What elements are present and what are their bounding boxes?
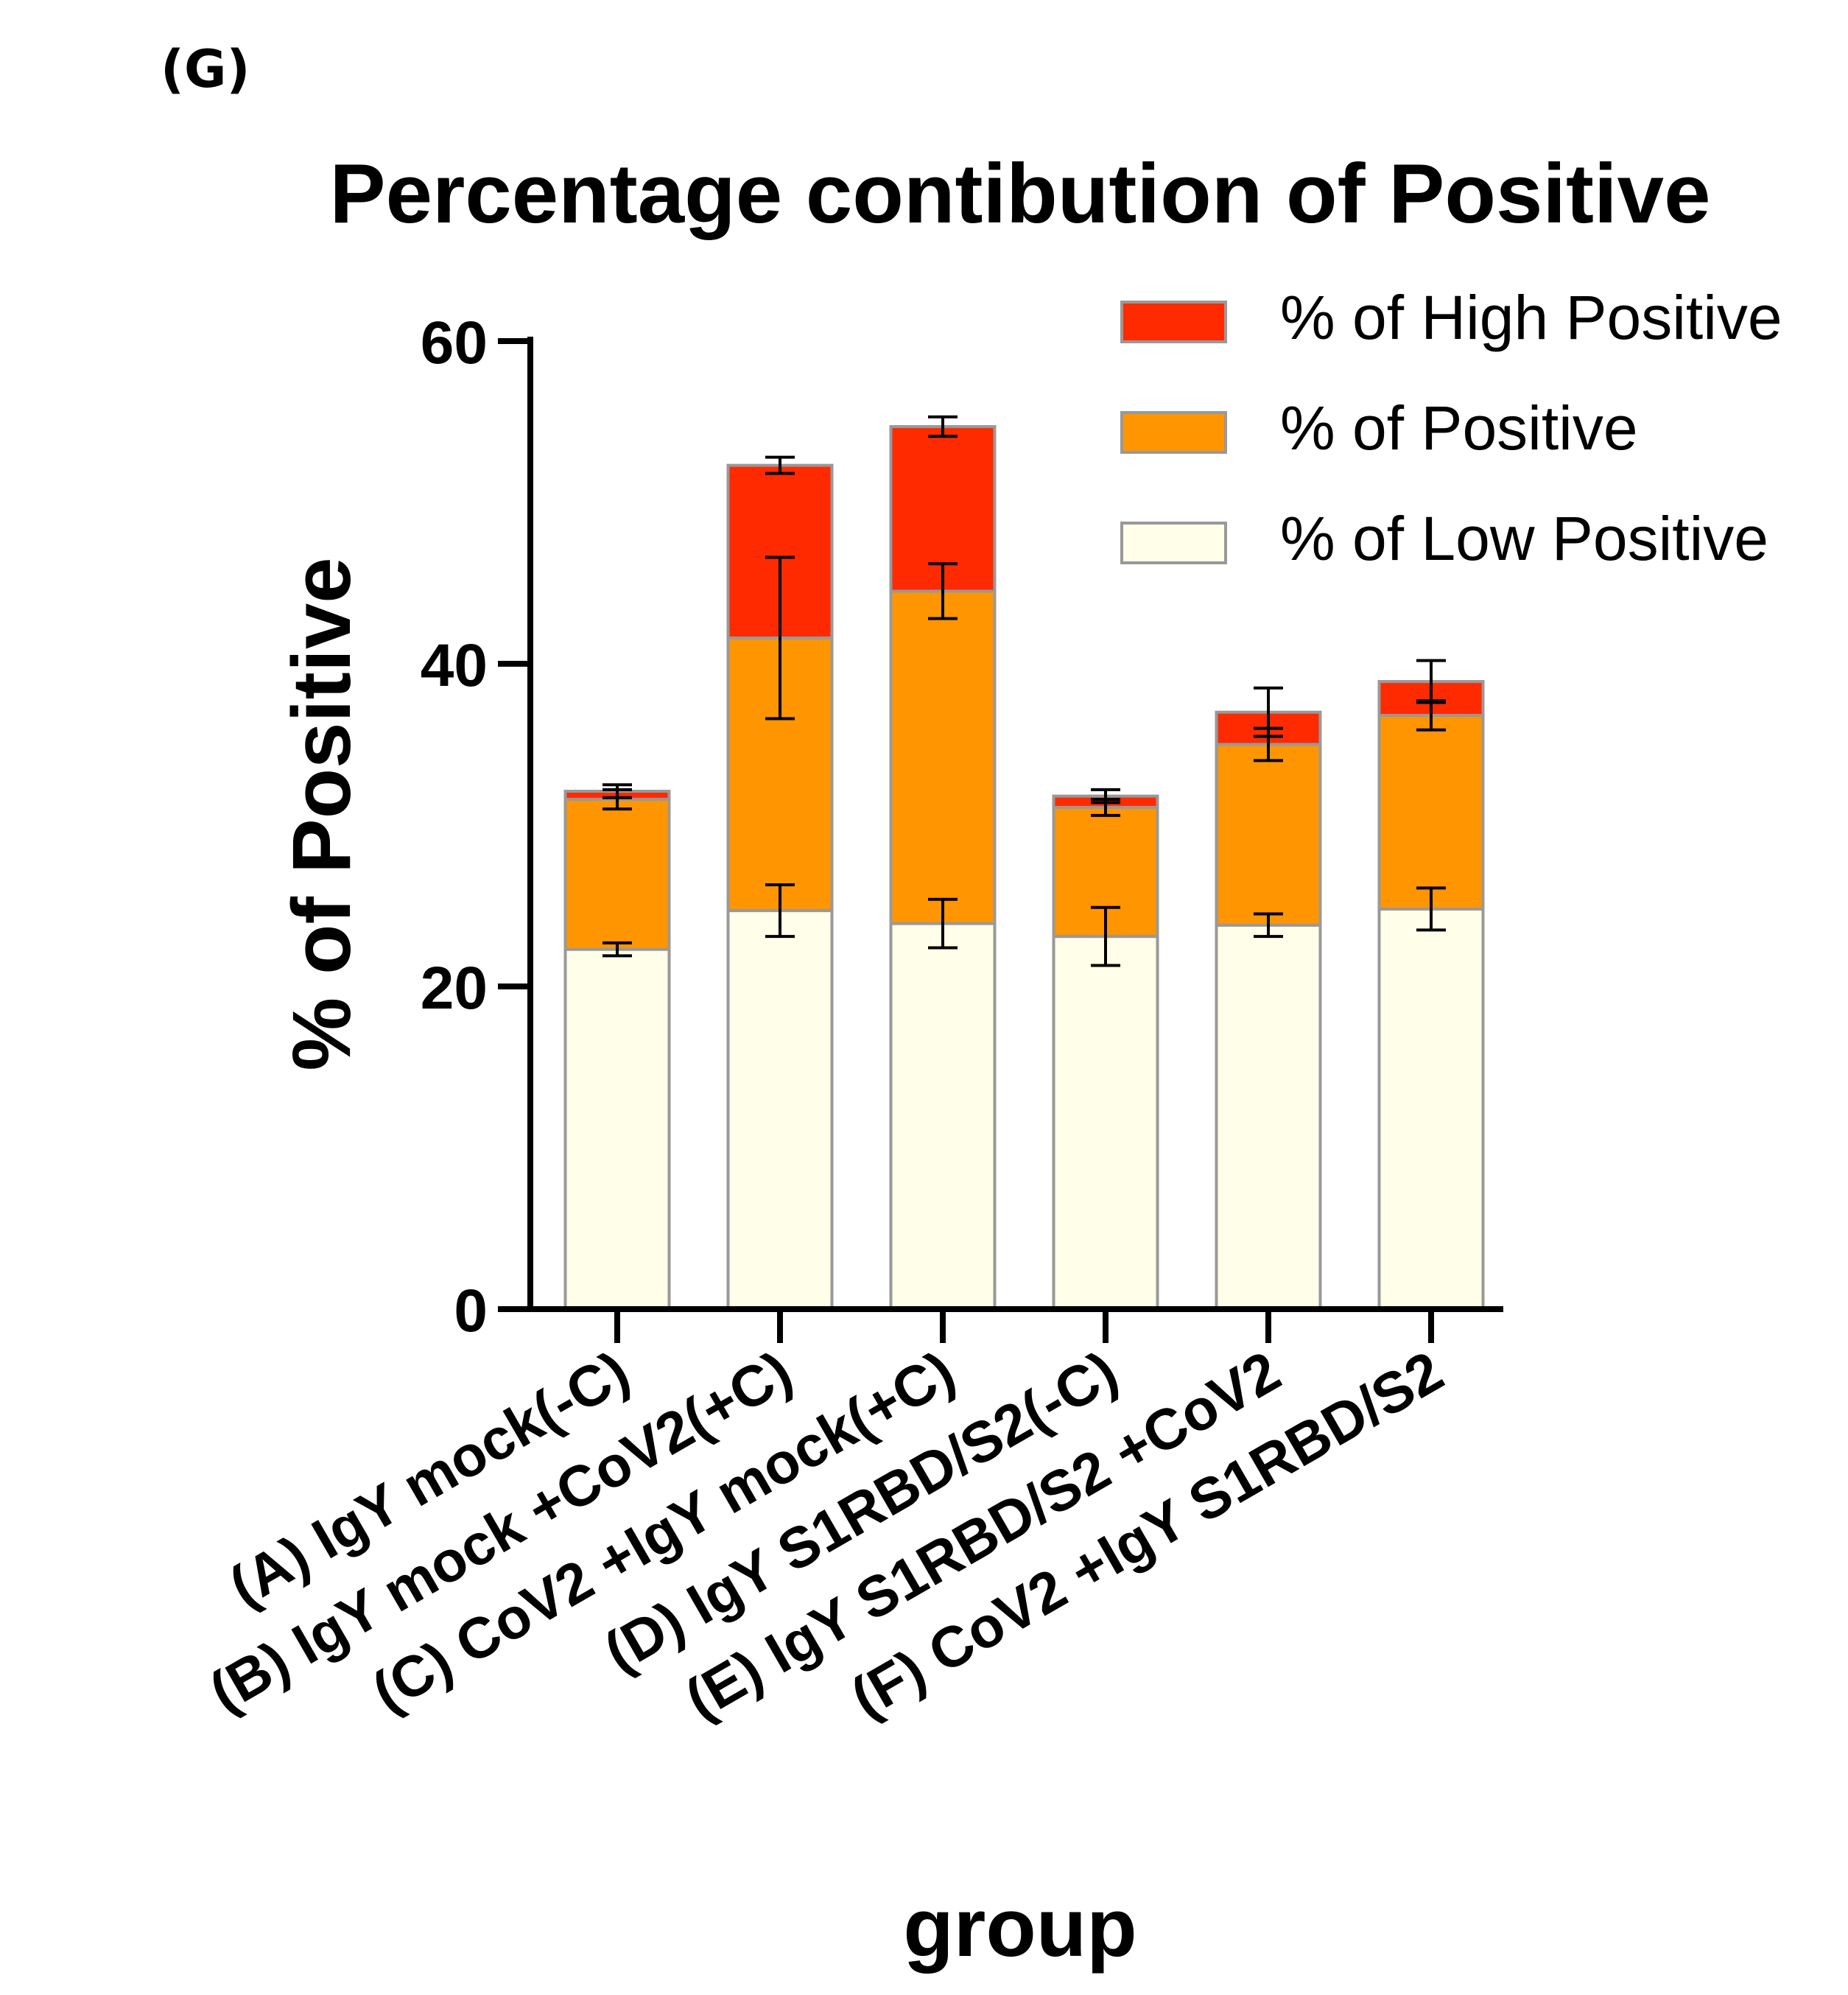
error-bar-of-low-positive-6	[1416, 886, 1446, 932]
error-bar-of-high-positive-4	[1091, 788, 1120, 804]
bar-of-positive-1	[563, 797, 671, 951]
legend-item-of-low-positive: % of Low Positive	[1120, 504, 1768, 573]
legend-swatch-of-high-positive	[1120, 301, 1227, 343]
bar-of-positive-5	[1215, 743, 1322, 927]
x-axis: (A) IgY mock(-C)(B) IgY mock +CoV2(+C)(C…	[199, 1309, 1454, 1731]
error-bar-of-low-positive-4	[1091, 905, 1120, 967]
legend-label-of-positive: % of Positive	[1280, 393, 1638, 463]
y-tick-label-60: 60	[421, 309, 488, 376]
bar-of-low-positive-5	[1215, 923, 1322, 1311]
error-bar-of-high-positive-1	[602, 783, 632, 799]
bar-of-low-positive-6	[1377, 907, 1485, 1311]
bar-of-low-positive-3	[889, 922, 997, 1311]
legend: % of High Positive % of Positive % of Low …	[1120, 283, 1782, 573]
y-axis-label: % of Positive	[275, 557, 368, 1070]
error-bar-of-high-positive-2	[765, 455, 795, 475]
legend-item-of-positive: % of Positive	[1120, 393, 1638, 463]
y-tick-label-40: 40	[421, 632, 488, 699]
y-tick-label-0: 0	[454, 1277, 488, 1344]
bar-of-low-positive-1	[563, 947, 671, 1311]
error-bar-of-low-positive-2	[765, 883, 795, 939]
error-bar-of-low-positive-3	[928, 897, 958, 950]
error-bar-of-high-positive-5	[1254, 686, 1283, 738]
error-bar-of-low-positive-1	[602, 941, 632, 958]
bar-of-positive-3	[889, 589, 997, 925]
bar-of-positive-6	[1377, 714, 1485, 911]
legend-label-of-low-positive: % of Low Positive	[1280, 504, 1768, 573]
chart-title: Percentage contibution of Positive	[330, 147, 1711, 241]
x-axis-label: group	[903, 1882, 1136, 1974]
panel-label: (G)	[161, 39, 250, 99]
error-bars-layer	[602, 415, 1446, 967]
legend-item-of-high-positive: % of High Positive	[1120, 283, 1782, 352]
legend-label-of-high-positive: % of High Positive	[1280, 283, 1782, 352]
error-bar-of-high-positive-6	[1416, 659, 1446, 704]
error-bar-of-positive-2	[765, 555, 795, 720]
y-axis: 0 20 40 60	[421, 309, 530, 1344]
y-tick-label-20: 20	[421, 955, 488, 1022]
error-bar-of-low-positive-5	[1254, 912, 1283, 939]
bar-of-low-positive-4	[1052, 935, 1159, 1311]
legend-swatch-of-positive	[1120, 411, 1227, 454]
legend-swatch-of-low-positive	[1120, 522, 1227, 564]
error-bar-of-positive-3	[928, 562, 958, 620]
bar-of-low-positive-2	[726, 909, 834, 1311]
error-bar-of-high-positive-3	[928, 415, 958, 438]
